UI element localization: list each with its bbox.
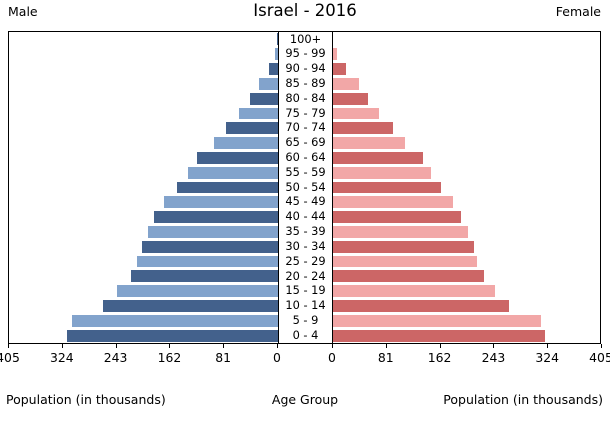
female-bar [331,300,509,312]
female-bars-panel [331,32,600,343]
left-axis-title: Population (in thousands) [6,392,166,407]
right-axis-tick-label: 324 [535,350,560,365]
female-bar [331,151,423,164]
age-group-label-column: 100+ 95 - 99 90 - 94 85 - 89 80 - 84 75 - 79 7… [278,32,333,343]
female-bar [331,196,454,209]
age-group-label: 80 - 84 [285,90,326,105]
age-group-label: 75 - 79 [285,105,326,120]
axis-tick-mark [169,344,171,348]
male-bar [141,240,278,253]
male-bar [226,122,278,135]
plot-area: 100+ 95 - 99 90 - 94 85 - 89 80 - 84 75 - 79 7… [8,31,601,344]
male-bar [188,166,278,179]
male-bar [102,300,278,312]
male-bar [239,107,278,120]
male-bars-panel [9,32,278,343]
age-group-label: 95 - 99 [285,46,326,61]
female-bar [331,285,496,298]
axis-tick-mark [493,344,495,348]
female-bar [331,63,347,75]
female-bar [331,107,379,120]
left-axis-tick-label: 0 [273,350,281,365]
female-bar [331,211,462,224]
male-bar [147,226,278,238]
male-bar [117,285,278,298]
left-axis-tick-label: 81 [215,350,232,365]
age-group-label: 65 - 69 [285,135,326,150]
axis-tick-mark [8,344,9,348]
age-group-label: 15 - 19 [285,283,326,298]
female-bar [331,166,431,179]
male-bar [196,151,278,164]
axis-tick-mark [115,344,117,348]
male-bar [214,137,278,149]
female-bar [331,226,468,238]
female-bar [331,314,541,327]
age-group-label: 90 - 94 [285,61,326,76]
axis-tick-mark [601,344,602,348]
age-group-label: 50 - 54 [285,179,326,194]
age-group-label: 60 - 64 [285,150,326,165]
male-bar [274,48,278,61]
right-axis-tick-label: 0 [328,350,336,365]
male-bar [154,211,278,224]
female-bar [331,137,405,149]
age-group-label: 55 - 59 [285,164,326,179]
female-bar [331,181,442,194]
axis-tick-mark [61,344,63,348]
right-axis-tick-label: 162 [427,350,452,365]
axis-tick-mark [223,344,225,348]
male-bar [163,196,278,209]
female-side-label: Female [555,4,601,19]
age-group-label: 70 - 74 [285,120,326,135]
age-group-label: 45 - 49 [285,194,326,209]
female-bar [331,270,484,283]
male-bar [66,329,278,342]
left-axis-tick-label: 324 [49,350,74,365]
right-axis-tick-label: 81 [377,350,394,365]
male-bar [250,92,278,105]
axis-tick-mark [547,344,549,348]
male-bar [137,255,278,268]
male-bar [268,63,278,75]
male-bar [258,77,278,90]
chart-title: Israel - 2016 [253,1,357,20]
male-bar [130,270,278,283]
left-axis-tick-label: 405 [0,350,20,365]
male-side-label: Male [8,4,38,19]
female-bar [331,77,359,90]
female-bar [331,122,394,135]
age-group-label: 25 - 29 [285,253,326,268]
age-group-label: 100+ [289,31,322,46]
female-bar [331,48,337,61]
female-bar [331,92,369,105]
male-bar [72,314,278,327]
female-bar [331,240,474,253]
age-group-label: 10 - 14 [285,298,326,313]
age-group-label: 40 - 44 [285,209,326,224]
left-axis-tick-label: 162 [157,350,182,365]
right-axis-tick-label: 405 [589,350,610,365]
right-axis-tick-label: 243 [481,350,506,365]
male-bar [277,33,278,46]
age-group-label: 30 - 34 [285,238,326,253]
axis-tick-mark [332,344,333,348]
axis-tick-mark [385,344,387,348]
age-group-label: 35 - 39 [285,224,326,239]
axis-tick-mark [439,344,441,348]
age-group-label: 5 - 9 [292,312,319,327]
age-group-label: 20 - 24 [285,268,326,283]
center-axis-title: Age Group [271,392,339,407]
age-group-label: 85 - 89 [285,75,326,90]
age-group-label: 0 - 4 [292,327,319,342]
female-bar [331,329,545,342]
male-bar [177,181,278,194]
axis-tick-mark [277,344,278,348]
right-axis-title: Population (in thousands) [443,392,603,407]
left-axis-tick-label: 243 [103,350,128,365]
female-bar [331,255,478,268]
